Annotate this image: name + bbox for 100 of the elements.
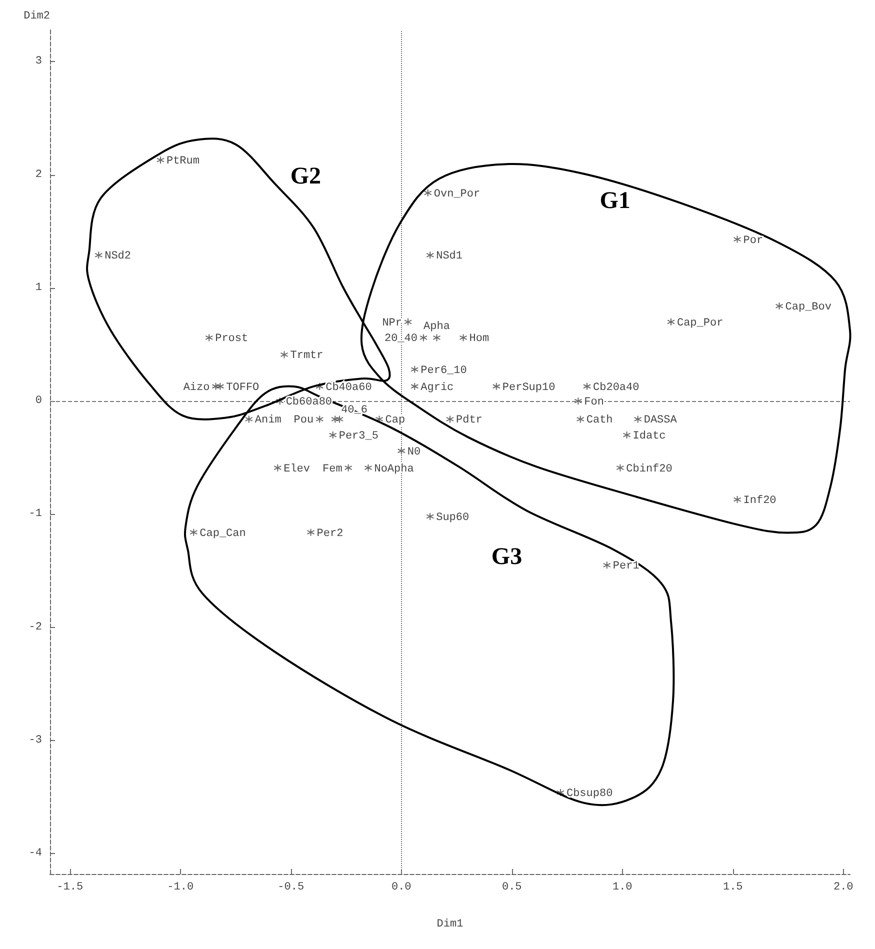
point — [602, 561, 611, 570]
annotation: Cb20a40 — [593, 382, 640, 394]
x-tick-label: 2.0 — [833, 882, 854, 894]
point — [616, 464, 624, 472]
point — [556, 788, 564, 797]
point — [328, 431, 337, 440]
y-tick-label: -2 — [28, 621, 42, 634]
annotation: PtRum — [166, 156, 200, 168]
x-axis-title: Dim1 — [436, 918, 464, 930]
annotation: Trmtr — [290, 350, 324, 362]
point — [459, 334, 468, 342]
point — [574, 397, 582, 406]
point — [446, 415, 454, 424]
x-tick-label: 0.5 — [502, 882, 522, 894]
y-tick-label: 3 — [35, 56, 42, 68]
y-tick-label: -3 — [28, 734, 42, 746]
annotation: Cbsup80 — [566, 788, 613, 800]
annotation: NSd1 — [436, 250, 463, 263]
annotation: Cap — [385, 414, 406, 427]
annotation: Cath — [586, 414, 613, 427]
annotation: Cap_Por — [676, 317, 724, 330]
point — [775, 302, 784, 310]
annotation: 20_40 — [384, 333, 418, 346]
annotation: Cb40a60 — [326, 382, 372, 394]
annotation: Por — [743, 234, 764, 247]
annotation: Anim — [254, 414, 282, 427]
y-tick-label: 2 — [35, 168, 42, 181]
point — [276, 397, 284, 406]
point — [404, 318, 412, 326]
point — [634, 415, 642, 424]
annotation: N0 — [407, 446, 421, 458]
y-tick-label: 0 — [35, 395, 42, 408]
annotation: Apha — [424, 321, 450, 334]
annotation: Per1 — [612, 560, 640, 573]
point — [306, 528, 315, 536]
point — [397, 446, 406, 455]
point — [410, 382, 419, 390]
point — [576, 415, 584, 424]
y-tick-label: -4 — [28, 848, 42, 860]
annotation: NoApha — [374, 463, 414, 476]
point — [426, 512, 434, 520]
x-tick-label: -1.0 — [167, 882, 194, 894]
annotation: Per3_5 — [338, 430, 378, 443]
annotation: Cbinf20 — [626, 463, 672, 476]
point — [583, 382, 592, 390]
point — [733, 496, 742, 504]
x-tick-label: 1.5 — [722, 882, 743, 894]
point — [375, 415, 384, 424]
point — [410, 365, 419, 374]
point — [622, 431, 631, 440]
point — [316, 415, 324, 424]
annotation: Pou — [294, 414, 314, 427]
annotation: Fem — [322, 463, 343, 476]
annotation: PerSup10 — [502, 382, 556, 394]
point — [364, 464, 372, 472]
x-tick-label: -1.5 — [56, 882, 84, 894]
annotation: Prost — [215, 333, 248, 346]
x-tick-label: 0.0 — [391, 882, 412, 894]
point — [244, 415, 253, 424]
point — [419, 334, 428, 342]
y-tick-label: 1 — [35, 282, 42, 294]
y-tick-label: -1 — [28, 508, 42, 520]
annotation: Pdtr — [456, 414, 482, 427]
annotation: TOFFO — [226, 382, 260, 394]
point — [733, 235, 742, 244]
x-tick-label: -0.5 — [278, 882, 304, 894]
annotation: NSd2 — [104, 250, 132, 263]
point — [426, 251, 434, 260]
annotation: Cap_Can — [200, 528, 246, 540]
point — [280, 350, 288, 359]
annotation: G2 — [290, 164, 322, 190]
point — [156, 156, 164, 164]
point — [274, 464, 282, 472]
annotation: Per6_10 — [420, 364, 467, 377]
point — [492, 382, 500, 390]
annotation: G1 — [600, 188, 630, 214]
annotation: Cap_Bov — [785, 302, 832, 314]
annotation: Ovn_Por — [434, 188, 480, 200]
y-axis-title: Dim2 — [24, 10, 50, 22]
annotation: DASSA — [644, 414, 678, 427]
annotation: Sup60 — [436, 512, 470, 524]
point — [344, 464, 352, 472]
annotation: Inf20 — [743, 495, 776, 508]
annotation: Elev — [284, 463, 310, 476]
point — [424, 188, 432, 197]
point — [316, 382, 324, 390]
annotation: NPr — [382, 317, 402, 330]
annotation: Idatc — [632, 430, 666, 443]
annotation: Agric — [420, 382, 454, 394]
point — [331, 415, 340, 424]
annotation: Hom — [469, 333, 490, 346]
point — [190, 528, 198, 536]
point — [666, 318, 675, 326]
annotation: Per2 — [316, 528, 344, 540]
annotation: G3 — [491, 544, 522, 570]
x-tick-label: 1.0 — [612, 882, 632, 894]
point — [94, 251, 103, 260]
point — [205, 334, 214, 342]
point — [432, 334, 441, 342]
annotation: Aizo — [183, 382, 210, 394]
